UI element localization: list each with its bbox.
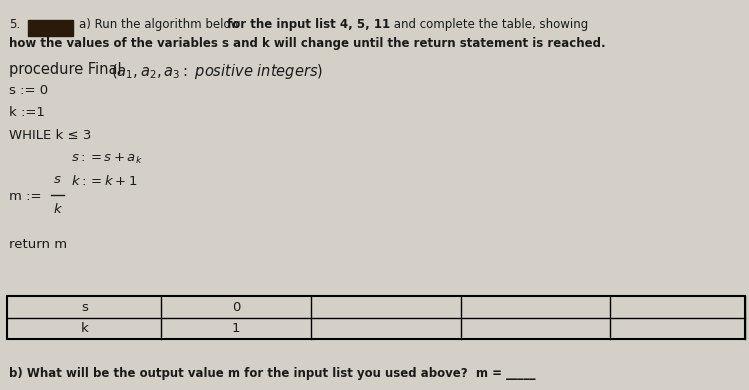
- Text: procedure Final: procedure Final: [9, 62, 127, 77]
- Text: how the values of the variables s and k will change until the return statement i: how the values of the variables s and k …: [9, 37, 606, 50]
- Text: a) Run the algorithm below: a) Run the algorithm below: [79, 18, 243, 30]
- Text: m :=: m :=: [9, 190, 41, 204]
- Text: s: s: [54, 174, 61, 186]
- Text: 1: 1: [231, 322, 240, 335]
- Bar: [7, 296, 745, 339]
- Text: 5.: 5.: [9, 18, 20, 30]
- FancyBboxPatch shape: [28, 20, 73, 36]
- Text: b) What will be the output value m for the input list you used above?  m = _____: b) What will be the output value m for t…: [9, 367, 536, 379]
- Text: 0: 0: [231, 301, 240, 314]
- Text: k: k: [80, 322, 88, 335]
- Text: $s:=s+a_k$: $s:=s+a_k$: [71, 152, 143, 166]
- Text: k :=1: k :=1: [9, 106, 45, 119]
- Text: s := 0: s := 0: [9, 84, 48, 97]
- Text: $(a_1, a_2, a_3 :$ $\it{positive\ integers})$: $(a_1, a_2, a_3 :$ $\it{positive\ intege…: [111, 62, 323, 82]
- Text: return m: return m: [9, 238, 67, 251]
- Text: s: s: [81, 301, 88, 314]
- Text: k: k: [54, 203, 61, 216]
- Text: for the input list 4, 5, 11: for the input list 4, 5, 11: [227, 18, 390, 30]
- Text: and complete the table, showing: and complete the table, showing: [390, 18, 589, 30]
- Text: WHILE k ≤ 3: WHILE k ≤ 3: [9, 129, 91, 142]
- Text: $k:=k+1$: $k:=k+1$: [71, 174, 138, 188]
